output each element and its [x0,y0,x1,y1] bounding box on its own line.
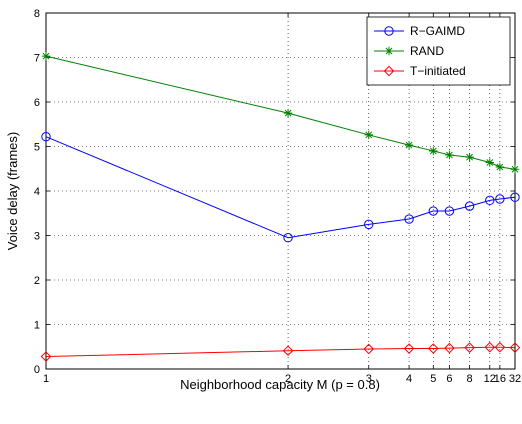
series-1 [41,132,520,243]
data-point [282,345,294,357]
data-point [429,146,438,156]
y-tick-label: 4 [34,186,40,198]
x-tick-label: 5 [430,373,436,385]
data-point [404,214,414,224]
data-point [485,158,494,167]
data-point [427,343,439,354]
x-tick-label: 4 [406,373,412,385]
series [40,51,521,362]
data-point [510,164,520,174]
x-tick-label: 32 [509,373,521,385]
legend-marker [383,65,395,77]
y-tick-label: 0 [34,364,40,376]
series-2 [41,51,520,174]
y-tick-label: 8 [34,8,40,20]
x-tick-label: 2 [285,373,291,385]
grid [46,13,515,369]
data-point [404,140,414,150]
data-point [485,195,495,206]
x-tick-label: 1 [43,373,49,385]
series-3 [40,341,521,362]
series-line [45,136,516,239]
x-tick-label: 8 [467,373,473,385]
y-tick-label: 7 [34,53,40,65]
x-tick-label: 16 [494,373,506,385]
legend: R−GAIMD RAND T−initiated [366,16,511,86]
y-tick-label: 2 [34,275,40,287]
data-point [363,343,375,355]
legend-item: RAND [374,44,444,58]
series-line [45,55,516,170]
data-point [444,206,455,216]
data-point [495,162,505,172]
data-point [283,233,293,243]
x-tick-label: 6 [446,373,452,385]
data-point [445,150,454,160]
legend-label: R−GAIMD [410,24,465,38]
legend-label: RAND [410,44,444,58]
legend-marker [384,46,394,56]
legend-marker [384,26,394,36]
data-point [40,351,52,362]
data-point [484,341,496,353]
data-point [364,130,373,140]
data-point [41,51,51,61]
y-tick-label: 1 [34,320,40,332]
data-point [41,132,51,142]
y-tick-label: 3 [34,231,40,243]
y-axis-label: Voice delay (frames) [5,132,20,251]
data-point [464,342,475,353]
data-point [444,342,455,354]
data-point [364,219,374,230]
data-point [510,192,520,202]
data-point [428,206,439,216]
legend-item: R−GAIMD [374,24,465,38]
data-point [283,108,293,118]
data-point [509,342,521,353]
data-point [403,343,415,354]
y-tick-label: 5 [34,142,40,154]
legend-label: T−initiated [410,64,466,78]
data-point [494,341,506,353]
y-tick-label: 6 [34,97,40,109]
data-point [464,201,475,211]
legend-item: T−initiated [374,64,466,78]
x-tick-label: 3 [366,373,372,385]
data-point [465,152,474,162]
x-axis-label: Neighborhood capacity M (p = 0.8) [180,377,380,392]
data-point [495,194,505,204]
x-tick-label: 12 [484,373,496,385]
